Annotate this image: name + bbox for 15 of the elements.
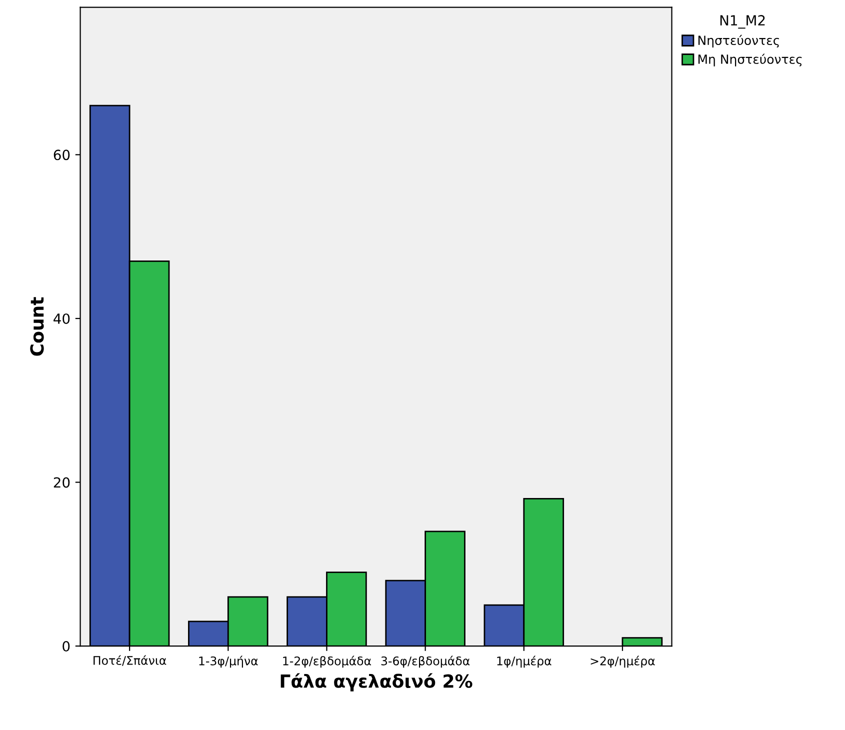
legend-label: Μη Νηστεύοντες	[698, 54, 802, 66]
x-tick-label: 1φ/ημέρα	[497, 656, 552, 668]
y-axis-title: Count	[30, 297, 44, 356]
x-tick-label: >2φ/ημέρα	[590, 656, 655, 668]
x-tick-label: Ποτέ/Σπάνια	[94, 655, 166, 666]
y-tick-label: 0	[62, 641, 70, 652]
x-tick-label: 1-2φ/εβδομάδα	[283, 656, 372, 668]
y-tick-label: 20	[54, 477, 70, 488]
x-tick-label: 3-6φ/εβδομάδα	[381, 656, 470, 668]
x-axis-title: Γάλα αγελαδινό 2%	[280, 673, 472, 692]
y-tick-label: 60	[54, 150, 70, 160]
x-tick-label: 1-3φ/μήνα	[199, 656, 258, 668]
y-tick-label: 40	[54, 313, 70, 324]
legend-label: Νηστεύοντες	[698, 34, 779, 48]
legend-title: N1_M2	[720, 15, 765, 29]
